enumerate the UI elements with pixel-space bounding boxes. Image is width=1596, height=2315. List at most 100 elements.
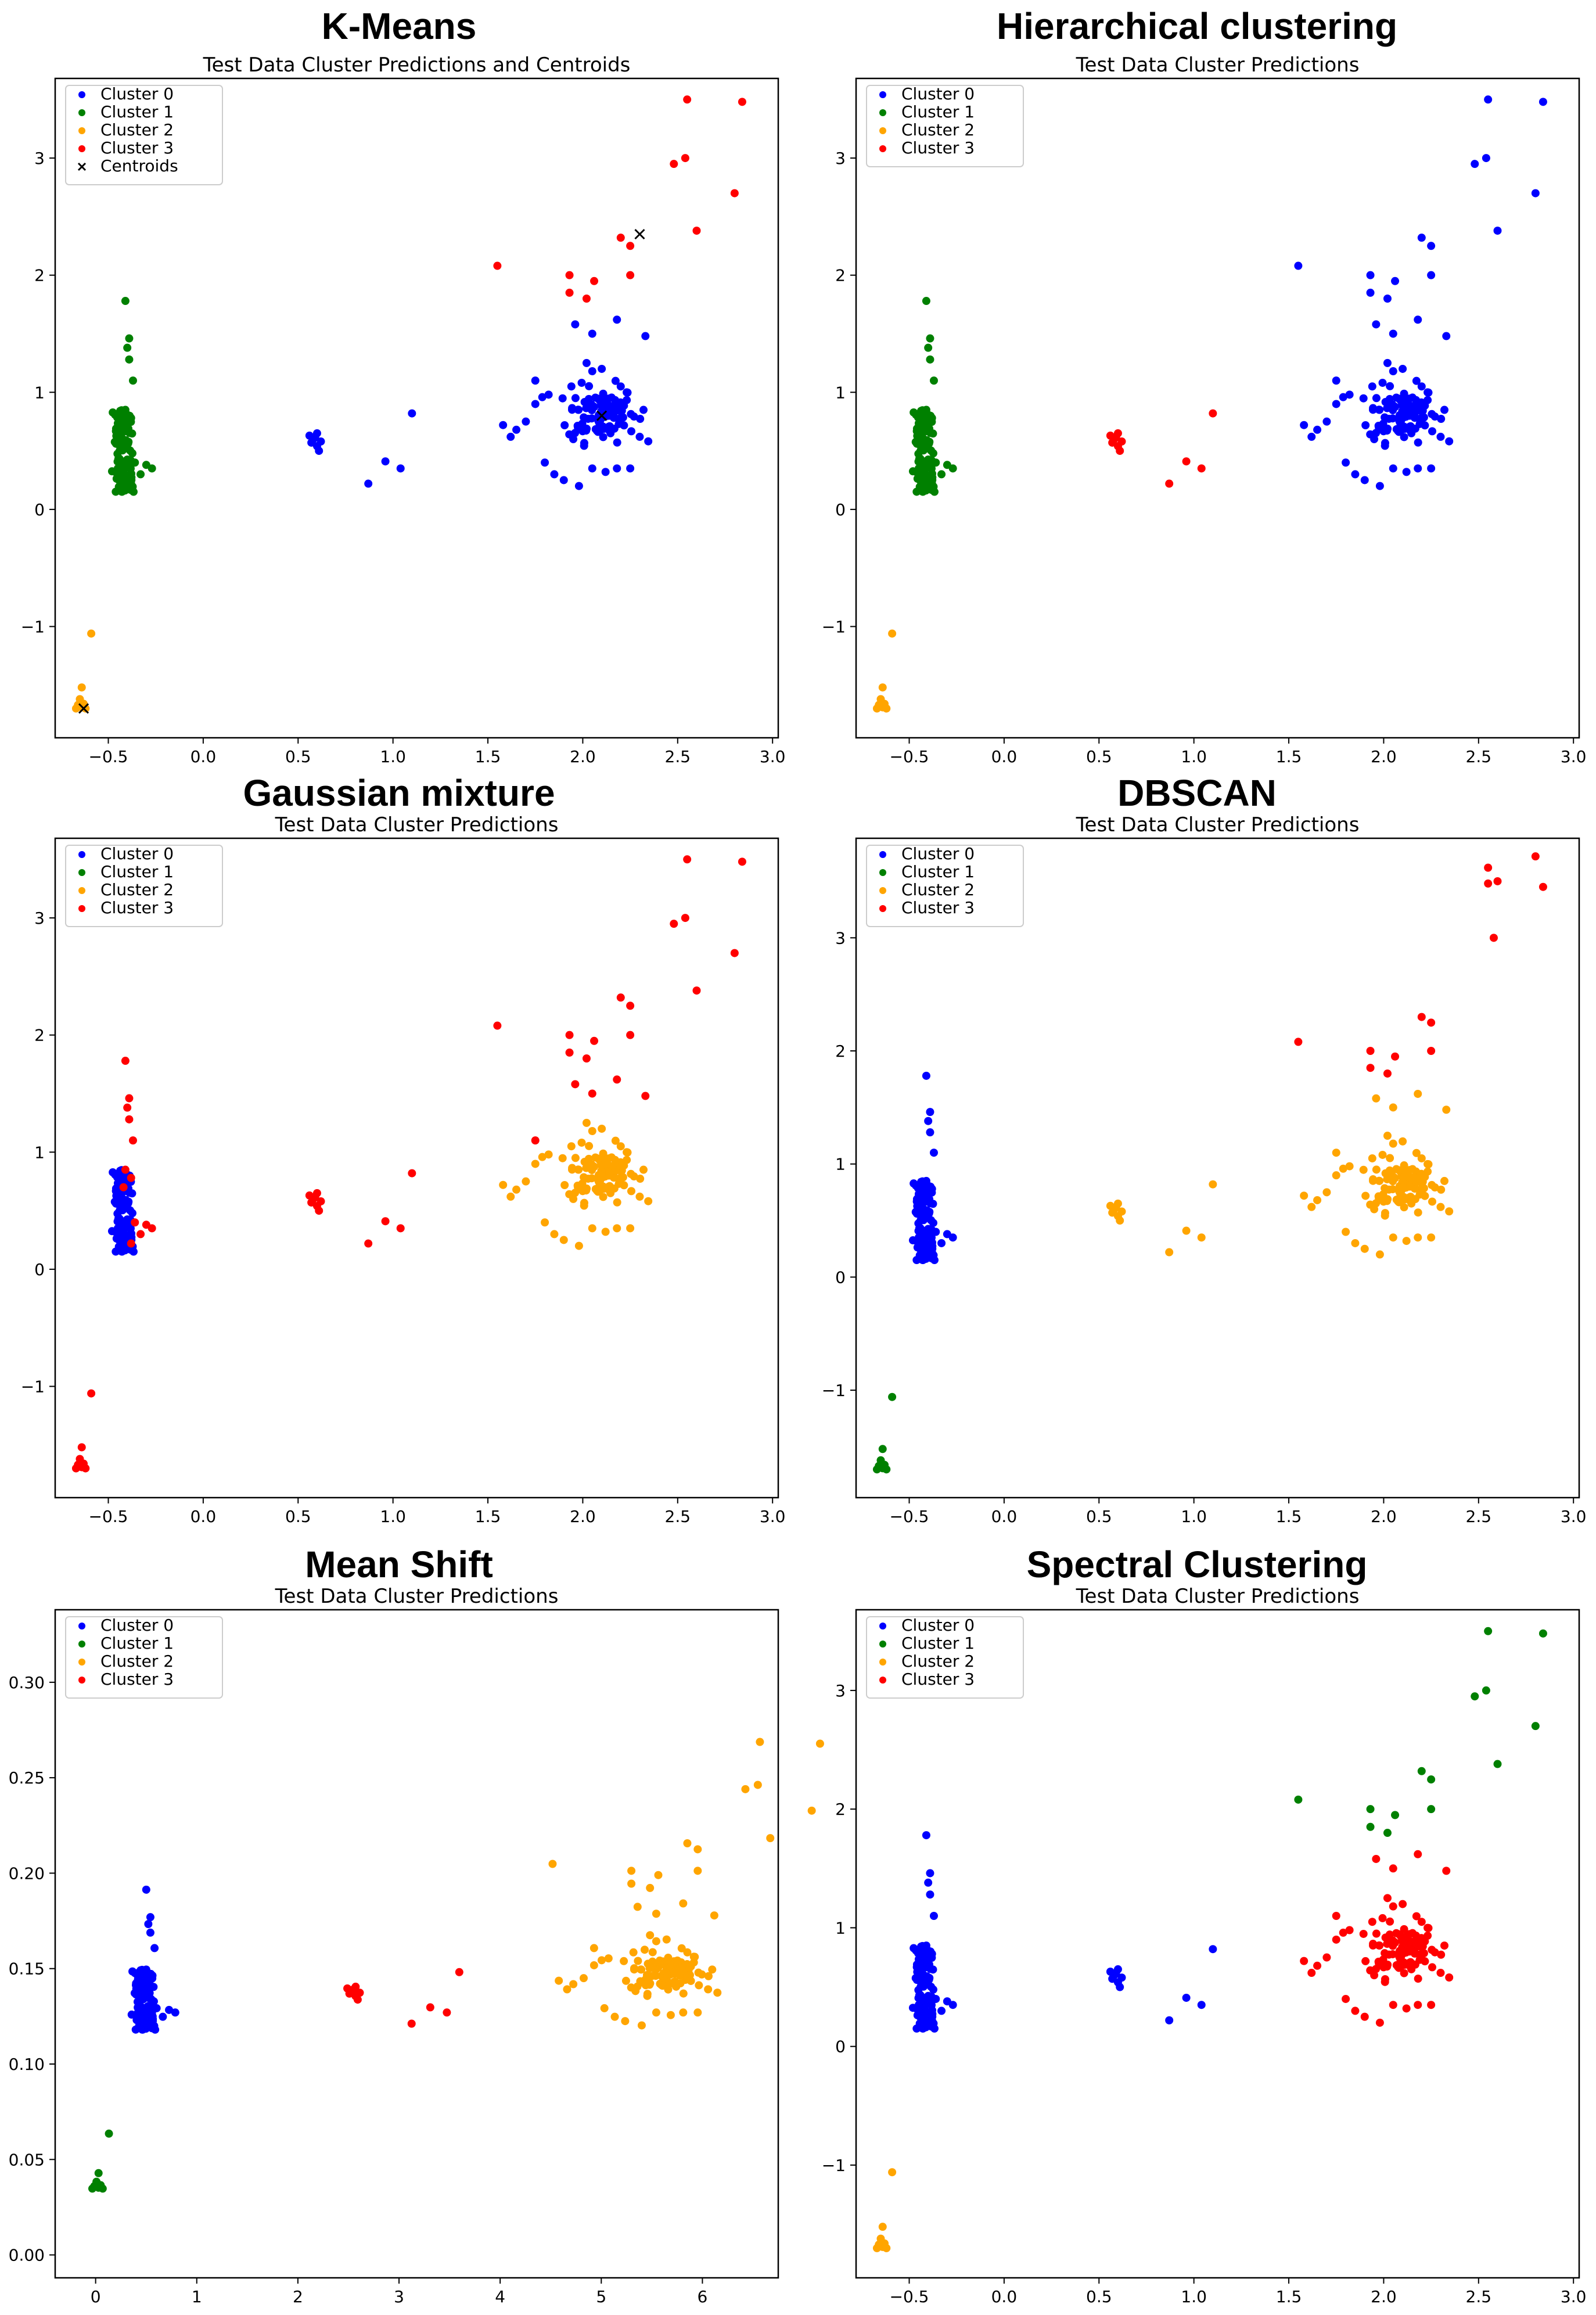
legend-marker-cluster-2 [879, 127, 886, 134]
point-cluster-2 [1332, 1171, 1340, 1180]
point-cluster-1 [148, 464, 156, 473]
point-cluster-1 [128, 449, 136, 458]
point-cluster-2 [1182, 1226, 1191, 1235]
point-cluster-2 [577, 1138, 586, 1147]
point-cluster-2 [522, 1177, 530, 1186]
point-cluster-0 [1366, 288, 1375, 297]
point-cluster-2 [599, 1149, 608, 1158]
point-cluster-0 [567, 382, 576, 391]
point-cluster-2 [617, 1166, 626, 1175]
legend-label: Cluster 1 [901, 1634, 975, 1653]
point-cluster-3 [730, 949, 739, 957]
point-cluster-0 [598, 364, 606, 373]
point-cluster-3 [127, 1173, 135, 1182]
point-cluster-0 [616, 414, 625, 422]
point-cluster-3 [1402, 2004, 1411, 2013]
point-cluster-2 [666, 2011, 675, 2019]
scatter-plot-kmeans: Test Data Cluster Predictions and Centro… [21, 53, 786, 766]
legend-label: Cluster 0 [100, 1616, 174, 1635]
point-cluster-2 [1313, 1196, 1322, 1204]
point-cluster-3 [349, 1985, 358, 1994]
point-cluster-3 [1383, 1069, 1392, 1078]
point-cluster-1 [127, 414, 135, 422]
point-cluster-3 [364, 1239, 373, 1248]
point-cluster-3 [670, 160, 678, 168]
legend-marker-cluster-2 [78, 887, 85, 894]
point-cluster-2 [613, 1224, 621, 1233]
y-tick-label: 0 [34, 500, 45, 519]
point-cluster-2 [807, 1806, 816, 1815]
x-tick-label: 0.5 [285, 747, 311, 766]
point-cluster-3 [1406, 1946, 1415, 1954]
point-cluster-3 [738, 98, 746, 106]
point-cluster-3 [683, 95, 692, 104]
point-cluster-0 [512, 425, 521, 434]
data-points [872, 1627, 1547, 2252]
point-cluster-3 [443, 2008, 451, 2017]
point-cluster-2 [683, 1839, 692, 1848]
point-cluster-0 [1407, 428, 1415, 437]
point-cluster-0 [364, 479, 373, 488]
point-cluster-2 [626, 1224, 635, 1233]
y-tick-label: −1 [822, 2156, 846, 2175]
point-cluster-3 [123, 1103, 132, 1112]
point-cluster-0 [315, 447, 323, 455]
point-cluster-3 [1436, 1969, 1445, 1977]
point-cluster-2 [1400, 1161, 1408, 1170]
plot-frame [54, 1609, 779, 2279]
y-tick-label: −1 [21, 1377, 45, 1396]
point-cluster-0 [1300, 421, 1309, 429]
data-points [872, 852, 1547, 1474]
point-cluster-0 [1442, 332, 1451, 340]
point-cluster-0 [1197, 2001, 1206, 2009]
point-cluster-2 [589, 1944, 598, 1953]
point-cluster-1 [1539, 1629, 1547, 1638]
panel-gaussian-mixture: Gaussian mixture Test Data Cluster Predi… [0, 771, 798, 1543]
point-cluster-0 [1307, 432, 1316, 441]
point-cluster-3 [626, 271, 635, 279]
point-cluster-1 [115, 475, 124, 484]
x-tick-label: 2.5 [1466, 2287, 1492, 2306]
legend-label: Cluster 1 [100, 862, 174, 881]
legend-label: Cluster 3 [901, 138, 975, 157]
point-cluster-3 [426, 2003, 434, 2012]
point-cluster-0 [1427, 464, 1436, 473]
point-cluster-3 [1417, 1950, 1426, 1958]
point-cluster-0 [138, 2006, 147, 2015]
point-cluster-0 [1360, 476, 1369, 484]
y-tick-label: 0 [835, 1268, 846, 1287]
point-cluster-2 [631, 1987, 640, 1995]
point-cluster-2 [599, 1193, 608, 1201]
centroid-marker [634, 229, 645, 240]
point-cluster-2 [580, 1201, 588, 1210]
point-cluster-1 [927, 486, 936, 494]
x-tick-label: −0.5 [889, 2287, 929, 2306]
point-cluster-0 [311, 432, 319, 441]
point-cluster-0 [1322, 417, 1331, 426]
point-cluster-0 [124, 1199, 132, 1208]
point-cluster-2 [1116, 1216, 1124, 1225]
legend-marker-cluster-3 [78, 145, 85, 152]
point-cluster-2 [878, 683, 887, 692]
point-cluster-2 [1378, 1150, 1387, 1159]
point-cluster-0 [937, 2007, 946, 2015]
point-cluster-3 [121, 1165, 130, 1174]
point-cluster-2 [1332, 1148, 1340, 1157]
point-cluster-1 [127, 473, 136, 482]
legend-marker-centroid [77, 162, 87, 171]
legend-label: Cluster 1 [901, 102, 975, 121]
point-cluster-1 [1484, 1627, 1493, 1635]
point-cluster-2 [1440, 1176, 1448, 1185]
legend-marker-cluster-2 [78, 1659, 85, 1666]
point-cluster-3 [616, 993, 625, 1002]
point-cluster-3 [531, 1136, 540, 1145]
point-cluster-0 [1375, 482, 1384, 490]
point-cluster-0 [138, 2021, 146, 2030]
point-cluster-2 [1375, 1176, 1384, 1185]
point-cluster-2 [588, 1126, 596, 1135]
point-cluster-2 [1407, 1198, 1415, 1207]
point-cluster-0 [627, 410, 635, 418]
point-cluster-2 [640, 1946, 649, 1954]
point-cluster-1 [117, 482, 126, 490]
